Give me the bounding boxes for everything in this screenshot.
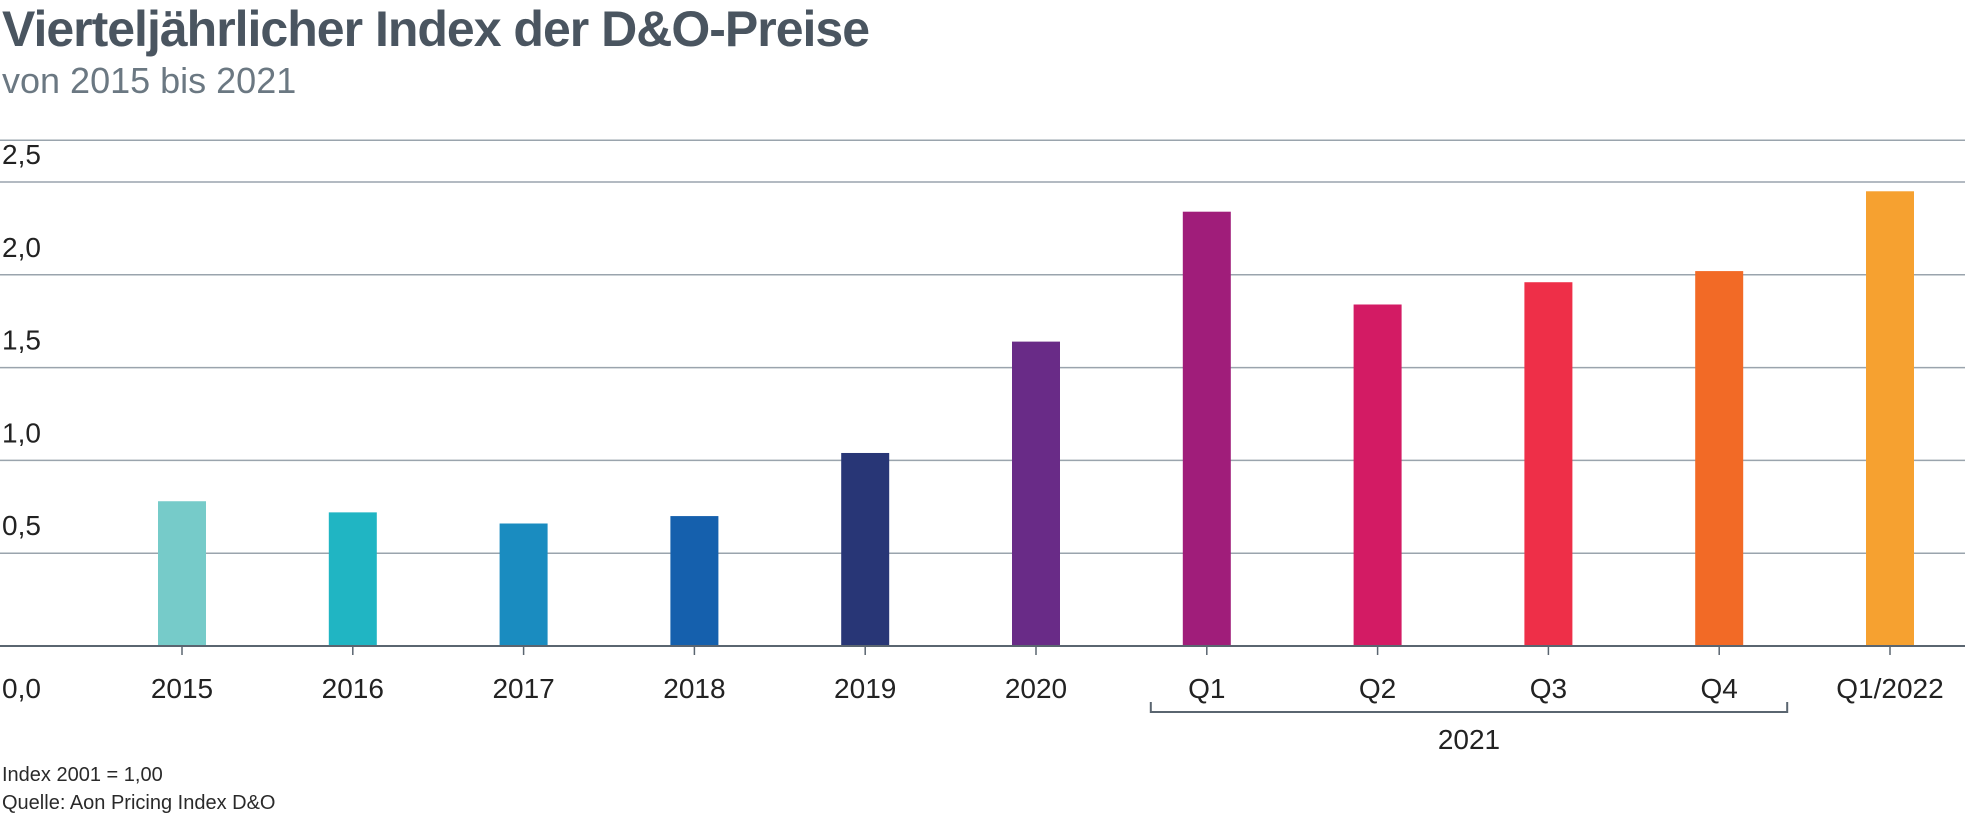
x-tick-label: Q1/2022 bbox=[1836, 673, 1943, 704]
bar bbox=[328, 512, 377, 646]
bar bbox=[499, 523, 548, 646]
x-tick-label: 2019 bbox=[834, 673, 896, 704]
bar bbox=[841, 452, 890, 646]
y-tick-label: 0,5 bbox=[2, 510, 41, 541]
x-tick-label: Q2 bbox=[1359, 673, 1396, 704]
x-tick-label: Q3 bbox=[1530, 673, 1567, 704]
chart-subtitle: von 2015 bis 2021 bbox=[2, 60, 297, 101]
bar bbox=[1695, 271, 1744, 646]
chart-title: Vierteljährlicher Index der D&O-Preise bbox=[2, 1, 870, 57]
y-tick-label: 2,0 bbox=[2, 232, 41, 263]
bar bbox=[1353, 304, 1402, 646]
source-note: Quelle: Aon Pricing Index D&O bbox=[2, 792, 276, 814]
x-tick-label: 2015 bbox=[151, 673, 213, 704]
y-tick-label: 1,0 bbox=[2, 417, 41, 448]
group-bracket-label: 2021 bbox=[1438, 724, 1500, 755]
bar-chart: 0,0 0,5 1,0 1,5 2,0 2,5 2015 2016 2017 2018 2019 20… bbox=[0, 139, 1965, 755]
bar bbox=[1524, 282, 1573, 646]
y-tick-label: 2,5 bbox=[2, 139, 41, 170]
x-tick-label: Q1 bbox=[1188, 673, 1225, 704]
bar bbox=[670, 516, 719, 646]
bar bbox=[1012, 341, 1060, 646]
x-tick-label: Q4 bbox=[1701, 673, 1738, 704]
bar bbox=[1182, 211, 1231, 647]
bar bbox=[158, 501, 206, 646]
x-tick-label: 2016 bbox=[322, 673, 384, 704]
x-tick-label: 2020 bbox=[1005, 673, 1067, 704]
group-bracket bbox=[1149, 702, 1789, 713]
y-tick-label: 0,0 bbox=[2, 673, 41, 704]
index-note: Index 2001 = 1,00 bbox=[2, 764, 163, 786]
bar bbox=[1866, 191, 1914, 646]
x-tick-label: 2018 bbox=[663, 673, 725, 704]
x-tick-label: 2017 bbox=[492, 673, 554, 704]
y-tick-label: 1,5 bbox=[2, 325, 41, 356]
